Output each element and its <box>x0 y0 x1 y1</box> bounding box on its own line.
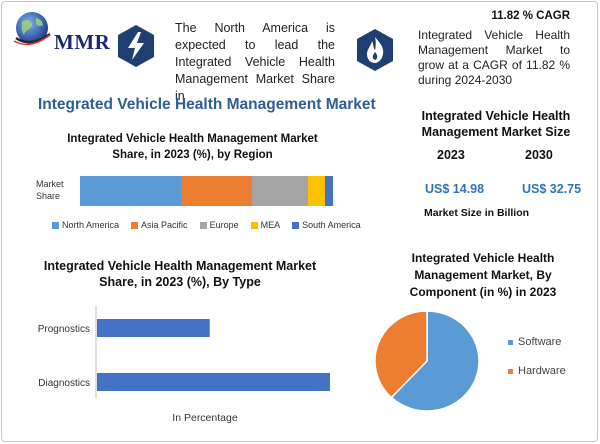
legend-swatch <box>508 339 513 345</box>
legend-item-hardware: Hardware <box>508 365 566 377</box>
cagr-title: 11.82 % CAGR <box>491 10 570 22</box>
legend-label: Europe <box>209 220 239 230</box>
legend-swatch <box>250 221 258 229</box>
bar-segment-north-america <box>80 176 182 206</box>
legend-swatch <box>52 221 59 229</box>
type-bar-diagnostics <box>97 373 330 391</box>
legend-item-asia-pacific: Asia Pacific <box>131 220 188 230</box>
legend-label: MEA <box>260 220 281 230</box>
logo-text: MMR <box>54 30 111 54</box>
legend-item-software: Software <box>508 336 566 348</box>
value-start: US$ 14.98 <box>425 182 485 196</box>
type-label-diagnostics: Diagnostics <box>38 378 90 389</box>
component-legend: Software Hardware <box>508 336 566 394</box>
main-title: Integrated Vehicle Health Management Mar… <box>38 96 376 113</box>
market-size-title: Integrated Vehicle Health Management Mar… <box>421 109 571 139</box>
north-america-text: The North America is expected to lead th… <box>175 21 335 103</box>
pie-slice-hardware <box>374 310 428 399</box>
pie-slice-software <box>390 310 480 412</box>
globe-icon <box>13 12 51 46</box>
legend-label: Hardware <box>518 365 566 377</box>
legend-item-europe: Europe <box>199 220 239 230</box>
market-size-unit: Market Size in Billion <box>424 207 530 219</box>
legend-item-mea: MEA <box>250 220 281 230</box>
lightning-icon <box>118 25 154 67</box>
year-end: 2030 <box>525 148 553 162</box>
type-label-prognostics: Prognostics <box>38 324 90 335</box>
mmr-logo: MMR <box>10 8 111 54</box>
type-bar-chart: Prognostics Diagnostics In Percentage <box>38 306 330 424</box>
legend-swatch <box>131 221 139 229</box>
legend-label: South America <box>302 220 361 230</box>
legend-item-north-america: North America <box>52 220 119 230</box>
bar-segment-asia-pacific <box>181 176 253 206</box>
type-bar-prognostics <box>97 319 210 337</box>
region-legend: North America Asia Pacific Europe MEA South … <box>52 220 361 230</box>
bar-segment-mea <box>307 176 326 206</box>
bar-segment-europe <box>252 176 308 206</box>
region-category-label: Market Share <box>36 179 64 201</box>
legend-item-south-america: South America <box>292 220 361 230</box>
legend-swatch <box>199 221 207 229</box>
type-chart-xlabel: In Percentage <box>172 412 238 424</box>
year-start: 2023 <box>437 148 465 162</box>
legend-swatch <box>508 368 513 374</box>
flame-icon <box>357 29 393 71</box>
component-chart-title: Integrated Vehicle Health Management Mar… <box>409 251 557 299</box>
region-stacked-bar <box>80 176 333 206</box>
type-chart-title: Integrated Vehicle Health Management Mar… <box>43 259 317 289</box>
legend-label: Software <box>518 336 562 348</box>
component-pie-chart <box>374 310 480 412</box>
legend-swatch <box>292 221 300 229</box>
cagr-text: Integrated Vehicle Health Management Mar… <box>418 28 570 87</box>
bar-segment-south-america <box>325 176 333 206</box>
region-chart-title: Integrated Vehicle Health Management Mar… <box>67 133 318 161</box>
value-end: US$ 32.75 <box>522 182 582 196</box>
legend-label: North America <box>62 220 120 230</box>
legend-label: Asia Pacific <box>141 220 188 230</box>
